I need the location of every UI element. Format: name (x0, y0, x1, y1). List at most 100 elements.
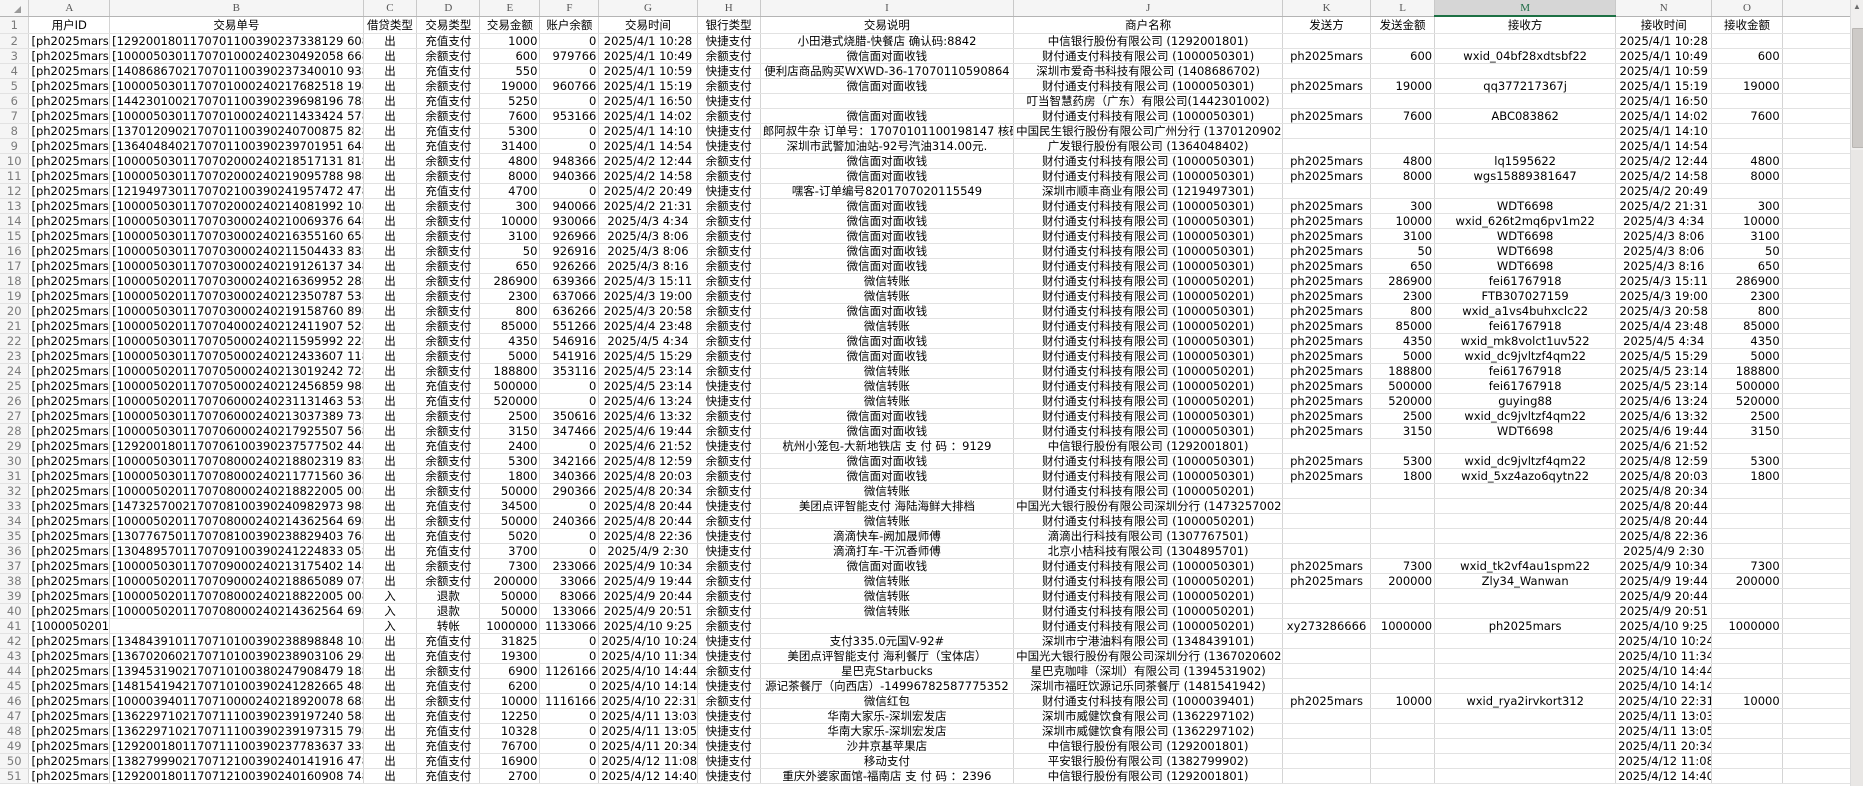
cell-transaction-time[interactable]: 2025/4/8 20:44 (598, 498, 698, 514)
cell-user-id[interactable]: [ph2025mars] (28, 213, 111, 229)
cell-merchant-name[interactable]: 平安银行股份有限公司 (1382799902) (1013, 753, 1284, 769)
cell-bank-type[interactable]: 快捷支付 (697, 678, 761, 694)
cell-sender[interactable] (1282, 138, 1371, 154)
cell-receive-amount[interactable] (1711, 183, 1783, 199)
cell-receiver[interactable]: guying88 (1434, 393, 1617, 409)
cell-bank-type[interactable]: 快捷支付 (697, 723, 761, 739)
cell-receive-amount[interactable]: 85000 (1711, 318, 1783, 334)
cell-user-id[interactable]: [ph2025mars] (28, 183, 111, 199)
cell-transaction-time[interactable]: 2025/4/10 14:14 (598, 678, 698, 694)
cell-account-balance[interactable]: 639366 (539, 273, 600, 289)
cell-user-id[interactable]: [ph2025mars] (28, 453, 111, 469)
cell-bank-type[interactable]: 快捷支付 (697, 138, 761, 154)
cell-sender[interactable] (1282, 528, 1371, 544)
cell-transaction-time[interactable]: 2025/4/1 14:10 (598, 123, 698, 139)
row-header-45[interactable]: 45 (0, 678, 30, 694)
cell-bank-type[interactable]: 快捷支付 (697, 708, 761, 724)
cell-account-balance[interactable]: 0 (539, 378, 600, 394)
column-title-transaction-no[interactable]: 交易单号 (109, 16, 364, 34)
cell-user-id[interactable]: [ph2025mars] (28, 333, 111, 349)
cell-account-balance[interactable]: 926966 (539, 228, 600, 244)
cell-transaction-no[interactable]: [1000050201170708000240214362564 69847] (109, 513, 364, 529)
table-row[interactable]: 30 [ph2025mars] [1000050301170708000240218… (0, 453, 1852, 469)
cell-receiver[interactable] (1434, 483, 1617, 499)
cell-bank-type[interactable]: 快捷支付 (697, 33, 761, 49)
row-header-34[interactable]: 34 (0, 513, 30, 529)
cell-send-amount[interactable]: 50 (1370, 243, 1436, 259)
cell-transaction-type[interactable]: 退款 (416, 603, 481, 619)
cell-user-id[interactable]: [ph2025mars] (28, 423, 111, 439)
cell-bank-type[interactable]: 快捷支付 (697, 123, 761, 139)
cell-transaction-amount[interactable]: 16900 (479, 753, 541, 769)
cell-receiver[interactable] (1434, 588, 1617, 604)
cell-receiver[interactable]: wgs15889381647 (1434, 168, 1617, 184)
cell-transaction-amount[interactable]: 50000 (479, 588, 541, 604)
column-header-l[interactable]: L (1370, 0, 1436, 17)
cell-receive-amount[interactable]: 8000 (1711, 168, 1783, 184)
cell-transaction-no[interactable]: [1000050201170705000240212456859 98847] (109, 378, 364, 394)
cell-receiver[interactable]: wxid_rya2irvkort312 (1434, 693, 1617, 709)
column-header-d[interactable]: D (416, 0, 481, 17)
cell-receiver[interactable]: wxid_tk2vf4au1spm22 (1434, 558, 1617, 574)
cell-user-id[interactable]: [ph2025mars] (28, 258, 111, 274)
cell-transaction-amount[interactable]: 3100 (479, 228, 541, 244)
row-header-37[interactable]: 37 (0, 558, 30, 574)
cell-receive-time[interactable]: 2025/4/6 13:32 (1615, 408, 1713, 424)
cell-receiver[interactable] (1434, 543, 1617, 559)
cell-receiver[interactable]: qq377217367j (1434, 78, 1617, 94)
cell-merchant-name[interactable]: 中信银行股份有限公司 (1292001801) (1013, 768, 1284, 784)
cell-user-id[interactable]: [ph2025mars] (28, 363, 111, 379)
row-header-49[interactable]: 49 (0, 738, 30, 754)
cell-send-amount[interactable]: 520000 (1370, 393, 1436, 409)
cell-bank-type[interactable]: 余额支付 (697, 273, 761, 289)
cell-receive-time[interactable]: 2025/4/8 12:59 (1615, 453, 1713, 469)
cell-transaction-desc[interactable]: 源记茶餐厅（向西店）-14996782587775352 (760, 678, 1015, 694)
table-row[interactable]: 48 [ph2025mars] [1362297102170711100390239… (0, 723, 1852, 739)
cell-receive-amount[interactable] (1711, 633, 1783, 649)
cell-transaction-desc[interactable]: 微信红包 (760, 693, 1015, 709)
cell-transaction-desc[interactable]: 小田港式烧腊-快餐店 确认码:8842 (760, 33, 1015, 49)
column-title-transaction-amount[interactable]: 交易金额 (479, 16, 541, 34)
cell-send-amount[interactable] (1370, 723, 1436, 739)
cell-transaction-time[interactable]: 2025/4/6 13:32 (598, 408, 698, 424)
cell-bank-type[interactable]: 余额支付 (697, 258, 761, 274)
cell-receive-time[interactable]: 2025/4/3 8:06 (1615, 243, 1713, 259)
cell-receive-time[interactable]: 2025/4/10 11:34 (1615, 648, 1713, 664)
cell-bank-type[interactable]: 余额支付 (697, 108, 761, 124)
cell-receive-time[interactable]: 2025/4/10 10:24 (1615, 633, 1713, 649)
cell-receive-amount[interactable]: 4800 (1711, 153, 1783, 169)
cell-transaction-type[interactable]: 余额支付 (416, 693, 481, 709)
cell-debit-credit-type[interactable]: 出 (363, 663, 418, 679)
cell-transaction-type[interactable]: 充值支付 (416, 528, 481, 544)
cell-receiver[interactable] (1434, 33, 1617, 49)
cell-bank-type[interactable]: 快捷支付 (697, 438, 761, 454)
cell-send-amount[interactable]: 650 (1370, 258, 1436, 274)
cell-receive-amount[interactable]: 200000 (1711, 573, 1783, 589)
cell-transaction-no[interactable]: [1370120902170701100390240700875 82847] (109, 123, 364, 139)
cell-transaction-type[interactable]: 充值支付 (416, 738, 481, 754)
cell-bank-type[interactable]: 余额支付 (697, 243, 761, 259)
cell-transaction-desc[interactable]: 美团点评智能支付 海陆海鲜大排档 (760, 498, 1015, 514)
cell-transaction-time[interactable]: 2025/4/5 23:14 (598, 378, 698, 394)
cell-transaction-amount[interactable]: 50000 (479, 603, 541, 619)
cell-user-id[interactable]: [ph2025mars] (28, 528, 111, 544)
row-header-5[interactable]: 5 (0, 78, 30, 94)
column-header-g[interactable]: G (598, 0, 698, 17)
cell-transaction-desc[interactable]: 微信转账 (760, 393, 1015, 409)
table-row[interactable]: 20 [ph2025mars] [1000050301170703000240219… (0, 303, 1852, 319)
cell-transaction-no[interactable]: [1000050201170704000240212411907 52847] (109, 318, 364, 334)
row-header-30[interactable]: 30 (0, 453, 30, 469)
cell-send-amount[interactable]: 3100 (1370, 228, 1436, 244)
cell-user-id[interactable]: [ph2025mars] (28, 663, 111, 679)
cell-receive-time[interactable]: 2025/4/1 16:50 (1615, 93, 1713, 109)
cell-user-id[interactable]: [ph2025mars] (28, 273, 111, 289)
cell-transaction-amount[interactable]: 8000 (479, 168, 541, 184)
cell-transaction-amount[interactable]: 550 (479, 63, 541, 79)
cell-debit-credit-type[interactable]: 出 (363, 708, 418, 724)
cell-transaction-amount[interactable]: 5020 (479, 528, 541, 544)
cell-account-balance[interactable]: 290366 (539, 483, 600, 499)
cell-account-balance[interactable]: 0 (539, 498, 600, 514)
cell-receiver[interactable]: wxid_a1vs4buhxclc22 (1434, 303, 1617, 319)
table-row[interactable]: 47 [ph2025mars] [1362297102170711100390239… (0, 708, 1852, 724)
